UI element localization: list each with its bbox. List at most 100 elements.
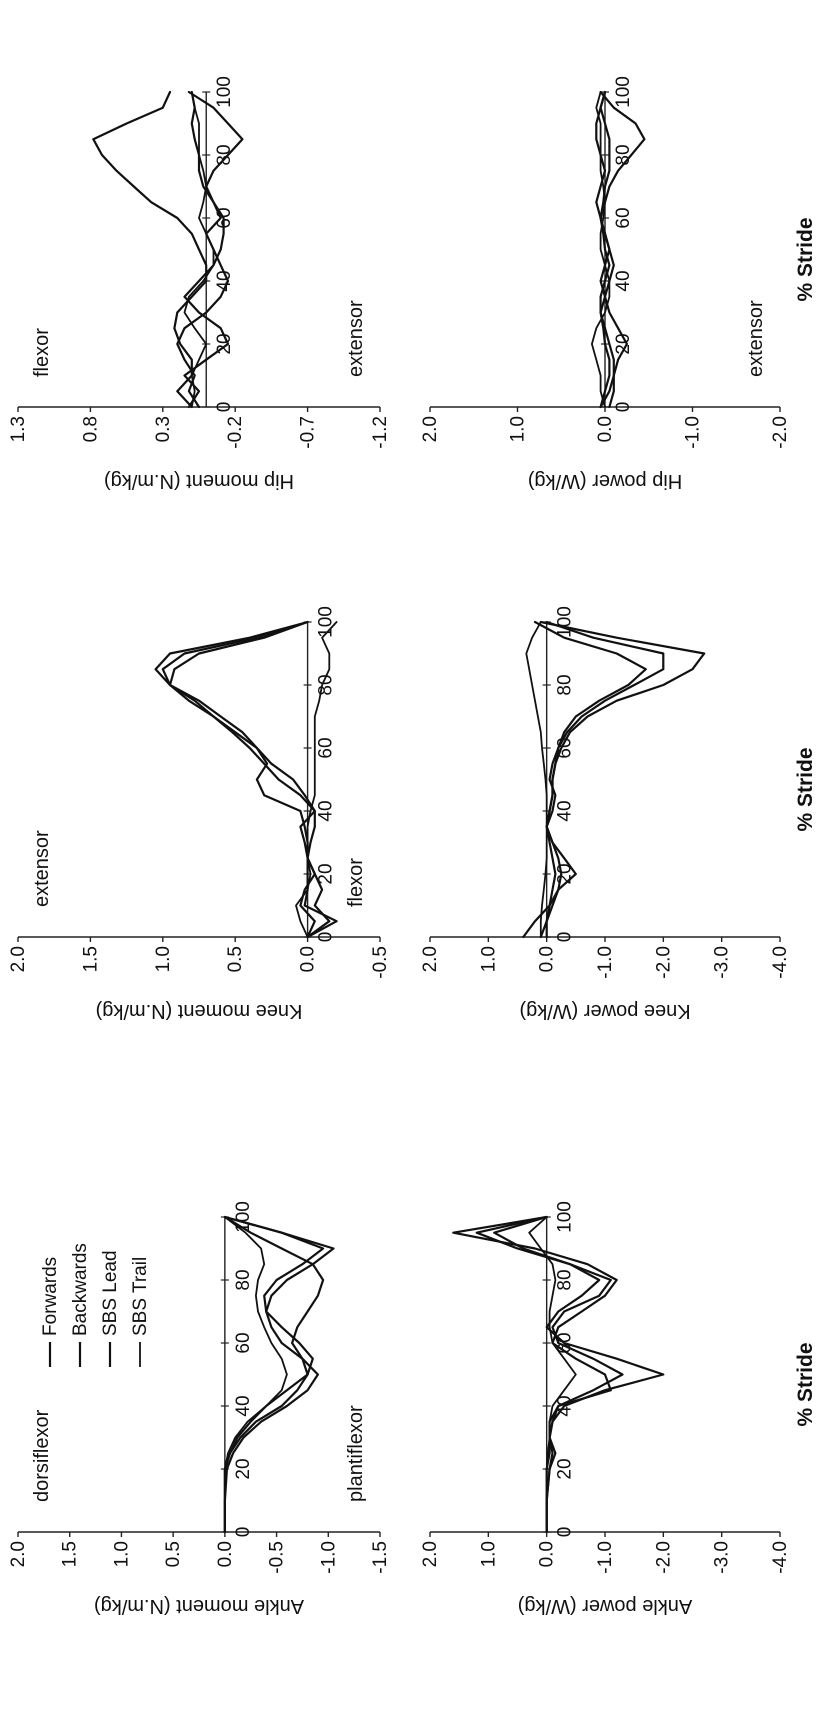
series-line-forwards — [522, 620, 665, 939]
x-tick-label: 80 — [613, 144, 634, 165]
x-tick-label: 20 — [555, 1458, 576, 1479]
y-tick-label: -2.0 — [653, 1541, 674, 1574]
series-line-sbs-trail — [525, 621, 548, 938]
series-line-sbs-lead — [475, 1215, 624, 1534]
y-tick-label: -1.0 — [318, 1541, 339, 1574]
panel-ankle_moment: 2.0 1.5 1.0 0.5 0.0 -0.5 -1.0 -1.5020406080100A… — [8, 1201, 391, 1617]
x-axis-title-hip: % Stride — [794, 217, 817, 301]
x-axis-title-ankle: % Stride — [794, 1342, 817, 1426]
x-tick-label: 40 — [214, 270, 235, 291]
x-tick-label: 40 — [555, 800, 576, 821]
series-line-backwards — [223, 1215, 335, 1534]
series-line-sbs-trail — [183, 91, 215, 408]
y-tick-label: 0.0 — [215, 1541, 236, 1567]
x-tick-label: 0 — [555, 932, 576, 943]
x-tick-label: 0 — [233, 1527, 254, 1538]
x-tick-label: 100 — [555, 1201, 576, 1233]
series-line-sbs-lead — [176, 90, 244, 409]
series-line-backwards — [539, 620, 706, 939]
y-axis-title: Hip moment (N.m/kg) — [104, 470, 294, 492]
y-tick-label: -3.0 — [712, 1541, 733, 1574]
x-tick-label: 20 — [233, 1458, 254, 1479]
series-line-backwards — [161, 620, 338, 939]
series-line-sbs-lead — [595, 90, 615, 409]
y-tick-label: 2.0 — [8, 1541, 29, 1567]
series-line-sbs-trail — [591, 91, 611, 408]
y-tick-label: 1.0 — [508, 416, 529, 442]
y-tick-label: 0.5 — [225, 946, 246, 972]
series-line-sbs-trail — [223, 1216, 288, 1533]
y-tick-label: -0.2 — [225, 416, 246, 449]
legend-label: SBS Trail — [130, 1257, 151, 1336]
y-tick-label: 1.0 — [478, 946, 499, 972]
y-axis-title: Ankle moment (N.m/kg) — [94, 1595, 304, 1617]
panel-hip_power: 2.0 1.0 0.0 -1.0 -2.0 0 20 40 60 80 100 Hip power (… — [420, 76, 791, 492]
annotation-negative: plantiflexor — [345, 1405, 367, 1502]
y-tick-label: 1.5 — [80, 946, 101, 972]
y-tick-label: 0.0 — [537, 1541, 558, 1567]
legend-label: Forwards — [40, 1257, 61, 1336]
x-tick-label: 100 — [316, 606, 337, 638]
x-tick-label: 100 — [613, 76, 634, 108]
annotation-positive: extensor — [31, 830, 53, 907]
y-tick-label: 2.0 — [8, 946, 29, 972]
y-tick-label: -2.0 — [770, 416, 791, 449]
y-tick-label: -3.0 — [712, 946, 733, 979]
y-axis-title: Knee power (W/kg) — [519, 1000, 690, 1022]
series-line-sbs-lead — [223, 1215, 325, 1534]
y-tick-label: 2.0 — [420, 1541, 441, 1567]
y-tick-label: -0.5 — [267, 1541, 288, 1574]
y-tick-label: -1.2 — [370, 416, 391, 449]
y-tick-label: 1.5 — [60, 1541, 81, 1567]
y-tick-label: 0.0 — [298, 946, 319, 972]
y-tick-label: 1.0 — [478, 1541, 499, 1567]
y-tick-label: -1.0 — [595, 946, 616, 979]
x-tick-label: 40 — [233, 1395, 254, 1416]
legend: Forwards Backwards SBS Lead SBS Trail — [40, 1243, 151, 1367]
series-line-forwards — [183, 90, 230, 409]
series-line-forwards — [154, 620, 316, 939]
x-tick-label: 20 — [316, 863, 337, 884]
x-tick-label: 0 — [316, 932, 337, 943]
y-tick-label: 1.0 — [111, 1541, 132, 1567]
x-tick-label: 60 — [613, 207, 634, 228]
panel-knee_power: 2.0 1.0 0.0 -1.0 -2.0 -3.0 -4.0020406080100Kne… — [420, 606, 791, 1022]
x-tick-label: 0 — [555, 1527, 576, 1538]
legend-label: Backwards — [70, 1243, 91, 1336]
series-line-forwards — [493, 1215, 665, 1534]
x-tick-label: 100 — [214, 76, 235, 108]
y-tick-label: 0.8 — [80, 416, 101, 442]
x-axis-title-knee: % Stride — [794, 747, 817, 831]
x-tick-label: 20 — [555, 863, 576, 884]
series-line-sbs-lead — [533, 620, 647, 939]
y-tick-label: 0.0 — [595, 416, 616, 442]
x-tick-label: 0 — [214, 402, 235, 413]
legend-label: SBS Lead — [100, 1250, 121, 1336]
annotation-negative: extensor — [345, 300, 367, 377]
y-axis-title: Knee moment (N.m/kg) — [96, 1000, 303, 1022]
x-tick-label: 80 — [233, 1269, 254, 1290]
rotated-figure-group: 2.0 1.5 1.0 0.5 0.0 -0.5 -1.0 -1.5 0 20 40 60 80 100 A… — [8, 76, 817, 1617]
y-tick-label: -1.5 — [370, 1541, 391, 1574]
x-tick-label: 20 — [613, 333, 634, 354]
y-tick-label: 1.3 — [8, 416, 29, 442]
series-line-sbs-lead — [168, 620, 331, 939]
annotation-positive: dorsiflexor — [31, 1409, 53, 1502]
x-tick-label: 60 — [233, 1332, 254, 1353]
series-line-sbs-trail — [295, 621, 338, 938]
y-tick-label: 0.0 — [537, 946, 558, 972]
annotation-positive: flexor — [31, 328, 53, 377]
series-line-backwards — [92, 90, 208, 409]
x-tick-label: 40 — [613, 270, 634, 291]
x-tick-label: 0 — [613, 402, 634, 413]
y-axis-title: Ankle power (W/kg) — [518, 1595, 693, 1617]
x-tick-label: 80 — [555, 1269, 576, 1290]
series-line-sbs-trail — [528, 1216, 577, 1533]
annotation-negative: flexor — [345, 858, 367, 907]
y-tick-label: -0.7 — [298, 416, 319, 449]
y-tick-label: -2.0 — [653, 946, 674, 979]
y-tick-label: 0.5 — [163, 1541, 184, 1567]
